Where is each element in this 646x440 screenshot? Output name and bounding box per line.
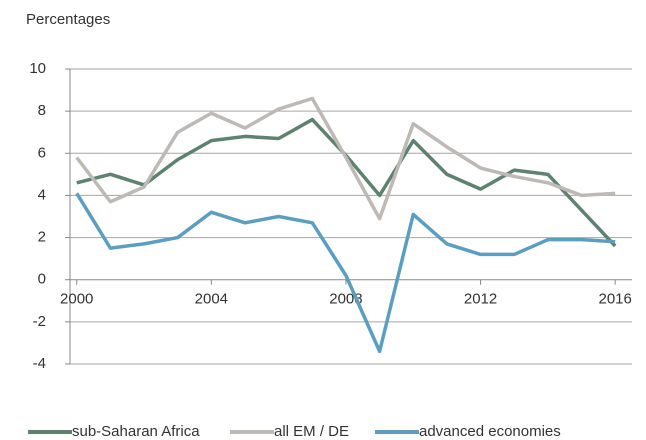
series-line: [75, 192, 616, 354]
legend-label: advanced economies: [419, 423, 561, 440]
series-line: [75, 96, 616, 221]
y-tick-label: 6: [38, 144, 46, 161]
y-tick-label: 4: [38, 186, 46, 203]
x-tick-label: 2012: [464, 291, 497, 308]
x-tick-label: 2000: [60, 291, 93, 308]
y-tick-label: 2: [38, 229, 46, 246]
y-axis-label: Percentages: [26, 11, 110, 28]
legend-label: sub-Saharan Africa: [72, 423, 200, 440]
x-tick-label: 2004: [195, 291, 228, 308]
y-tick-label: 8: [38, 102, 46, 119]
y-tick-label: 0: [38, 271, 46, 288]
series-line: [76, 117, 617, 248]
y-tick-label: -4: [33, 355, 46, 372]
y-tick-label: 10: [29, 60, 46, 77]
y-tick-label: -2: [33, 313, 46, 330]
legend-label: all EM / DE: [274, 423, 349, 440]
x-tick-label: 2016: [598, 291, 631, 308]
